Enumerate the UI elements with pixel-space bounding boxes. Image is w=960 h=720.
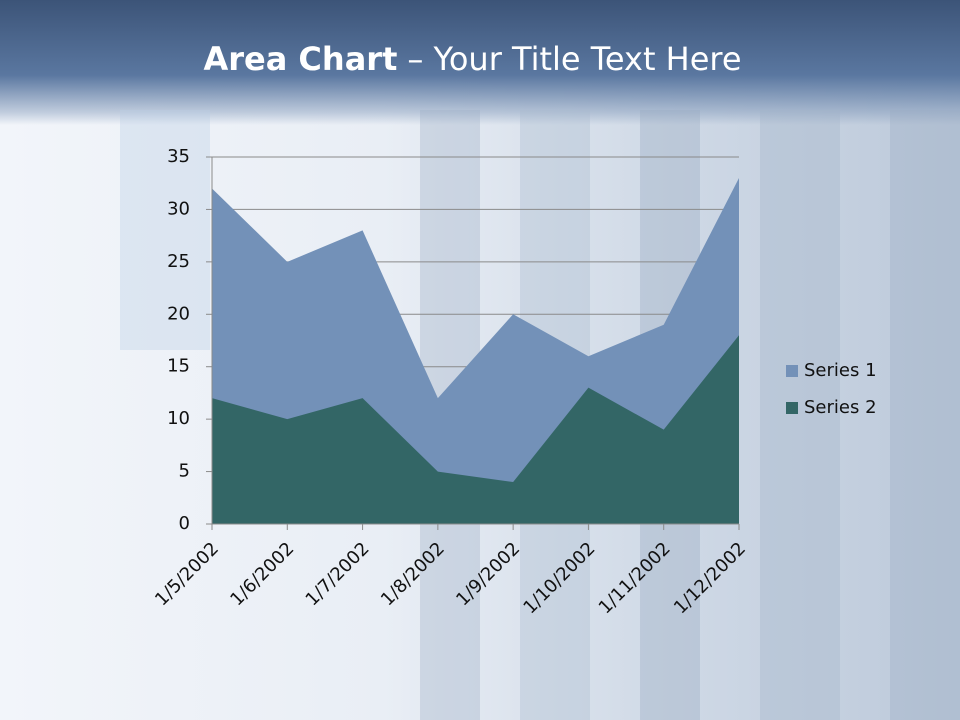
y-tick-label: 35 bbox=[167, 146, 190, 167]
y-tick-label: 15 bbox=[167, 356, 190, 377]
y-tick-label: 5 bbox=[179, 461, 190, 482]
x-tick-label: 1/6/2002 bbox=[226, 538, 298, 610]
legend-swatch bbox=[786, 402, 798, 414]
y-tick-label: 30 bbox=[167, 198, 190, 219]
y-tick-label: 10 bbox=[167, 408, 190, 429]
x-tick-label: 1/5/2002 bbox=[151, 538, 223, 610]
x-tick-label: 1/7/2002 bbox=[302, 538, 374, 610]
background-decoration bbox=[120, 110, 960, 720]
legend-label: Series 1 bbox=[804, 360, 877, 381]
header-band bbox=[0, 0, 960, 125]
y-tick-label: 0 bbox=[179, 513, 190, 534]
title-bold: Area Chart bbox=[203, 40, 398, 78]
y-tick-label: 25 bbox=[167, 251, 190, 272]
legend-label: Series 2 bbox=[804, 397, 877, 418]
y-tick-label: 20 bbox=[167, 303, 190, 324]
legend-swatch bbox=[786, 365, 798, 377]
chart-title: Area Chart – Your Title Text Here bbox=[0, 40, 945, 78]
title-rest: – Your Title Text Here bbox=[407, 40, 742, 78]
area bbox=[212, 335, 739, 524]
